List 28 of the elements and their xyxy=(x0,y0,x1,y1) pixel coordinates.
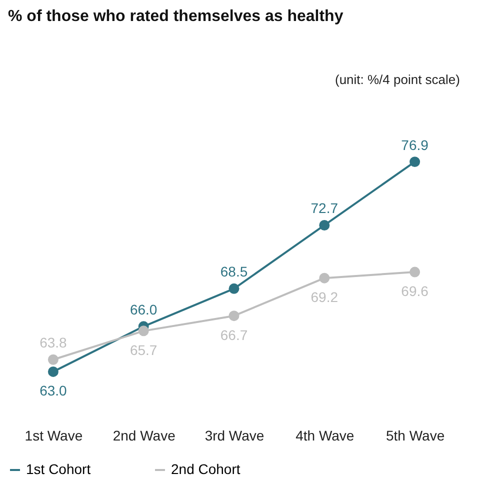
legend-label: 1st Cohort xyxy=(26,461,91,477)
point xyxy=(228,310,240,322)
data-label: 69.6 xyxy=(401,283,429,300)
legend-label: 2nd Cohort xyxy=(171,461,240,477)
data-label: 76.9 xyxy=(401,136,429,153)
data-label: 68.5 xyxy=(220,264,248,280)
x-tick-label: 1st Wave xyxy=(24,428,83,444)
chart-title: % of those who rated themselves as healthy xyxy=(8,8,344,25)
text: (unit: %/4 point scale) xyxy=(334,72,460,87)
point xyxy=(228,283,240,294)
x-tick-label: 2nd Wave xyxy=(112,428,176,444)
data-label: 63.0 xyxy=(40,382,68,399)
x-tick-label: 3rd Wave xyxy=(204,428,264,444)
point xyxy=(319,272,330,284)
data-label: 69.2 xyxy=(310,289,338,306)
data-label: 72.7 xyxy=(310,200,338,216)
point xyxy=(48,366,58,377)
point xyxy=(48,354,58,365)
data-label: 66.7 xyxy=(220,326,248,343)
data-label: 66.0 xyxy=(130,301,158,318)
point xyxy=(410,156,420,168)
data-label: 63.8 xyxy=(40,334,68,351)
data-label: 65.7 xyxy=(130,342,158,358)
point xyxy=(319,220,330,230)
x-tick-label: 4th Wave xyxy=(296,428,354,444)
point xyxy=(138,326,149,336)
x-tick-label: 5th Wave xyxy=(386,428,445,444)
point xyxy=(410,266,420,278)
